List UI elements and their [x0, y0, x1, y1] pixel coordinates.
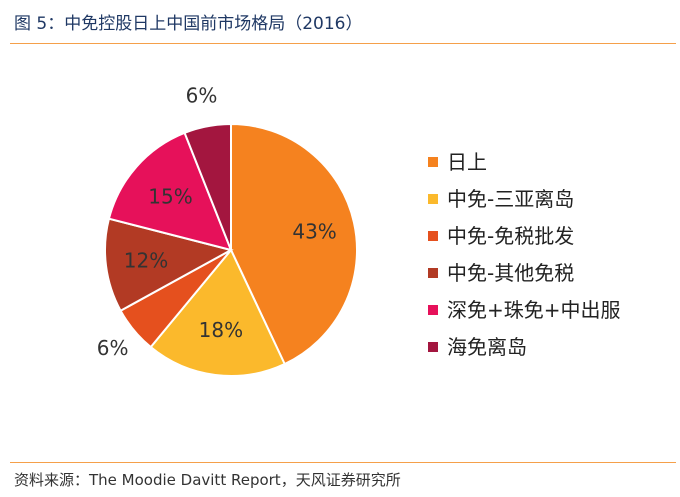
legend-label: 海免离岛	[447, 335, 527, 359]
legend-label: 中免-三亚离岛	[447, 187, 574, 211]
pie-slice	[183, 122, 232, 251]
chart-title: 图 5：中免控股日上中国前市场格局（2016）	[14, 14, 363, 34]
title-divider	[10, 43, 676, 44]
legend-swatch	[428, 268, 438, 278]
legend-swatch	[428, 305, 438, 315]
pie-data-label: 18%	[199, 318, 243, 342]
legend-label: 深免+珠免+中出服	[447, 298, 621, 322]
legend-swatch	[428, 342, 438, 352]
pie-slice	[107, 131, 233, 252]
legend-item: 海免离岛	[428, 335, 527, 359]
pie-data-label: 12%	[124, 249, 168, 273]
legend-item: 日上	[428, 150, 487, 174]
legend-label: 中免-免税批发	[447, 224, 574, 248]
pie-data-label: 6%	[97, 336, 129, 360]
pie-slices	[104, 122, 358, 377]
legend-swatch	[428, 194, 438, 204]
pie-data-label: 6%	[186, 83, 218, 107]
legend-item: 中免-其他免税	[428, 261, 574, 285]
legend-swatch	[428, 231, 438, 241]
legend-item: 中免-三亚离岛	[428, 187, 574, 211]
legend-label: 中免-其他免税	[447, 261, 574, 285]
legend-label: 日上	[447, 150, 487, 174]
pie-data-label: 15%	[148, 185, 192, 209]
pie-data-label: 43%	[292, 219, 336, 243]
legend-item: 中免-免税批发	[428, 224, 574, 248]
pie-slice	[104, 217, 234, 313]
legend-swatch	[428, 157, 438, 167]
pie-data-labels: 43% 18% 6% 12% 15% 6%	[97, 83, 337, 360]
pie-slice	[230, 122, 358, 366]
source-divider	[10, 462, 676, 463]
source-note: 资料来源：The Moodie Davitt Report，天风证券研究所	[14, 471, 401, 489]
legend-item: 深免+珠免+中出服	[428, 298, 621, 322]
pie-slice	[149, 248, 286, 377]
